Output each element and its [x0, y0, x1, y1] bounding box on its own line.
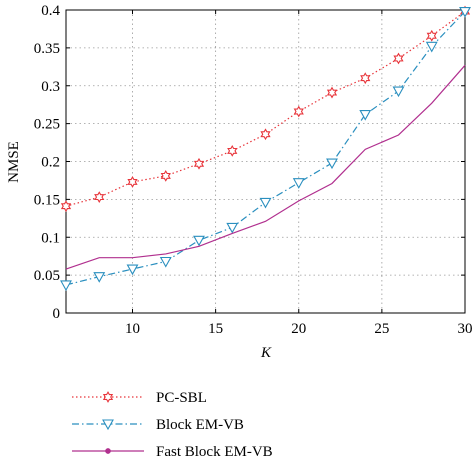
data-point: [127, 176, 138, 188]
data-point: [425, 41, 438, 53]
data-point: [193, 157, 205, 170]
series-2: [60, 6, 471, 292]
data-point: [359, 109, 372, 121]
grid-lines: [66, 10, 465, 313]
data-point: [326, 86, 338, 99]
y-tick-label: 0.4: [41, 3, 60, 19]
data-point: [292, 178, 305, 189]
data-point: [227, 144, 238, 157]
data-point: [426, 29, 437, 42]
series-line: [65, 11, 466, 207]
y-tick-label: 0.2: [41, 155, 60, 171]
y-tick-label: 0: [53, 306, 61, 322]
y-tick-label: 0.35: [34, 41, 60, 57]
legend-label: Block EM-VB: [156, 417, 244, 433]
data-point: [60, 280, 72, 292]
data-point: [293, 105, 304, 118]
legend-item: Fast Block EM-VB: [72, 444, 273, 460]
data-point: [160, 169, 171, 182]
data-point: [360, 72, 371, 85]
legend-label: PC-SBL: [156, 390, 207, 406]
y-tick-label: 0.05: [34, 268, 60, 284]
data-point: [93, 272, 106, 283]
series-line: [65, 11, 466, 286]
legend-item: Block EM-VB: [72, 417, 244, 433]
series-1: [60, 5, 471, 213]
data-point: [260, 128, 271, 141]
x-axis-title: K: [260, 345, 272, 361]
data-point: [226, 222, 239, 234]
data-point: [259, 197, 272, 209]
data-point: [60, 200, 72, 213]
data-point: [392, 86, 405, 98]
data-point: [94, 191, 105, 203]
legend-marker: [105, 448, 111, 454]
legend-marker: [102, 391, 114, 403]
series-layer: [60, 5, 471, 292]
data-point: [459, 6, 471, 18]
data-point: [159, 256, 172, 268]
series-3: [65, 64, 466, 270]
legend-marker: [102, 419, 114, 431]
y-tick-label: 0.25: [34, 117, 60, 133]
x-tick-label: 15: [208, 321, 223, 337]
y-tick-label: 0.3: [41, 79, 60, 95]
data-point: [126, 264, 139, 276]
y-tick-label: 0.1: [41, 230, 60, 246]
data-point: [393, 52, 404, 65]
data-point: [326, 158, 338, 170]
series-line: [65, 64, 466, 270]
y-tick-label: 0.15: [34, 192, 60, 208]
legend-label: Fast Block EM-VB: [156, 444, 273, 460]
x-tick-label: 30: [458, 321, 473, 337]
x-tick-label: 20: [291, 321, 306, 337]
y-axis-title: NMSE: [6, 141, 22, 183]
legend: PC-SBL Block EM-VB Fast Block EM-VB: [72, 390, 273, 460]
x-tick-label: 25: [374, 321, 389, 337]
x-tick-label: 10: [125, 321, 140, 337]
data-point: [193, 235, 205, 247]
legend-item: PC-SBL: [72, 390, 207, 406]
